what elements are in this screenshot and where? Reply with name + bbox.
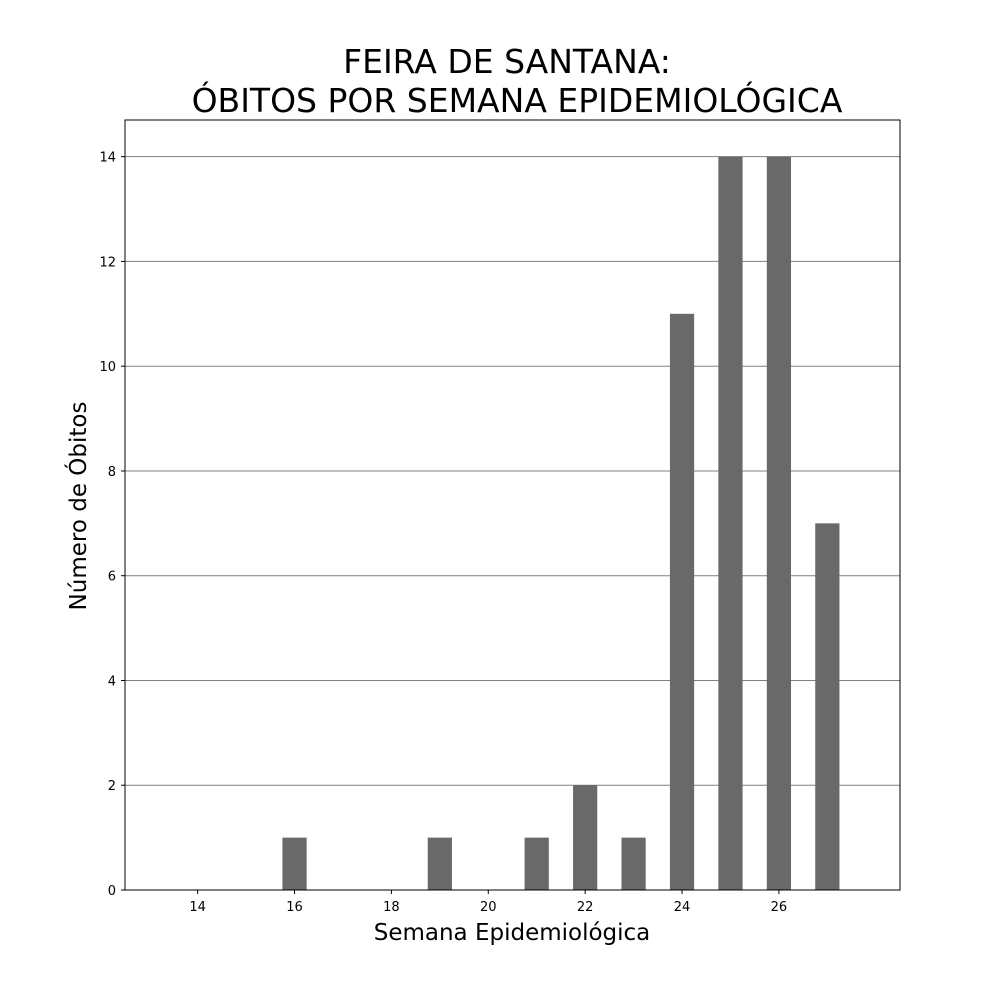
bar bbox=[718, 156, 743, 890]
chart-title-line-2: ÓBITOS POR SEMANA EPIDEMIOLÓGICA bbox=[192, 80, 843, 120]
y-tick-label: 0 bbox=[108, 884, 116, 899]
y-tick-label: 6 bbox=[108, 570, 116, 585]
bar bbox=[282, 837, 307, 890]
y-tick-label: 2 bbox=[108, 779, 116, 794]
bar bbox=[573, 785, 598, 890]
y-tick-label: 14 bbox=[99, 151, 116, 166]
bar bbox=[766, 156, 792, 890]
x-tick-label: 20 bbox=[480, 900, 497, 915]
plot-frame bbox=[124, 119, 901, 891]
y-tick-label: 4 bbox=[108, 674, 116, 689]
x-tick-label: 14 bbox=[189, 900, 206, 915]
x-tick-label: 24 bbox=[674, 900, 691, 915]
bars bbox=[282, 156, 840, 890]
chart-title-line-1: FEIRA DE SANTANA: bbox=[343, 42, 671, 81]
gridlines bbox=[125, 156, 900, 786]
y-tick-label: 10 bbox=[99, 360, 116, 375]
y-tick-label: 8 bbox=[108, 465, 116, 480]
x-tick-label: 16 bbox=[286, 900, 303, 915]
x-axis-label: Semana Epidemiológica bbox=[374, 920, 651, 946]
x-tick-label: 26 bbox=[771, 900, 788, 915]
y-axis-label: Número de Óbitos bbox=[64, 402, 92, 611]
bar bbox=[815, 523, 840, 890]
x-tick-label: 22 bbox=[577, 900, 594, 915]
y-tick-label: 12 bbox=[99, 255, 116, 270]
bar bbox=[669, 313, 695, 890]
bar bbox=[621, 837, 646, 890]
bar bbox=[524, 837, 549, 890]
bar bbox=[427, 837, 452, 890]
x-tick-label: 18 bbox=[383, 900, 400, 915]
